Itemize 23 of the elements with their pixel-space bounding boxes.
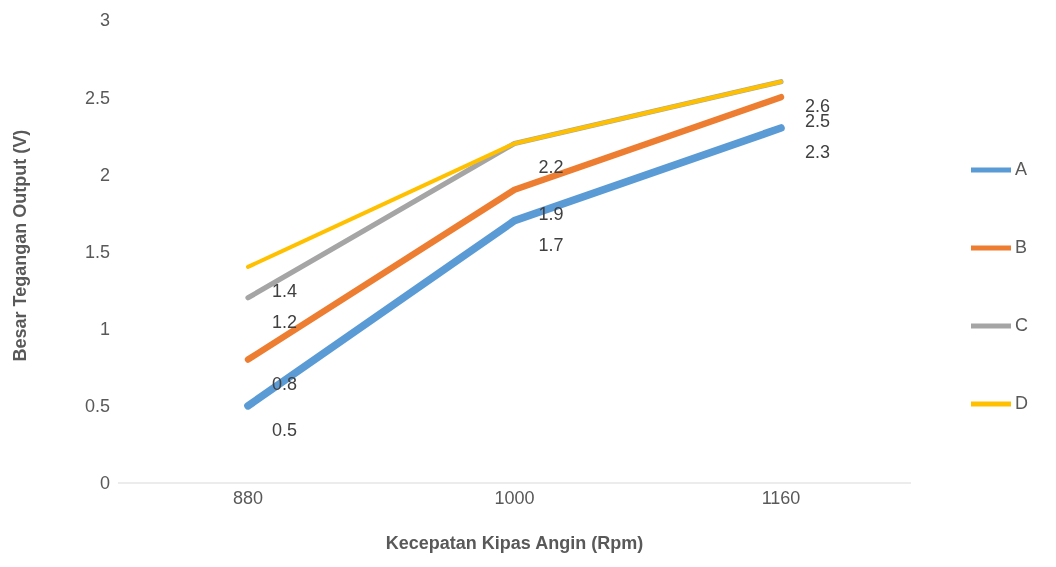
y-tick-label: 1.5 (84, 241, 110, 262)
y-tick-label: 2 (99, 164, 110, 185)
y-axis-title: Besar Tegangan Output (V) (10, 129, 31, 362)
x-tick-label: 1000 (494, 487, 535, 508)
data-label: 0.5 (272, 419, 298, 440)
y-tick-label: 2.5 (84, 87, 110, 108)
x-tick-label: 1160 (761, 487, 801, 508)
y-tick-label: 0.5 (84, 396, 110, 417)
legend-label: B (1015, 236, 1028, 257)
y-tick-label: 3 (99, 10, 110, 31)
legend-label: C (1015, 314, 1028, 335)
legend-label: D (1015, 392, 1028, 413)
data-label: 2.2 (538, 157, 564, 178)
y-tick-label: 0 (99, 473, 110, 494)
y-tick-label: 1 (99, 319, 110, 340)
legend-label: A (1015, 158, 1028, 179)
data-label: 2.3 (805, 142, 831, 163)
data-label: 1.2 (272, 311, 298, 332)
x-axis-title: Kecepatan Kipas Angin (Rpm) (385, 533, 644, 553)
x-tick-label: 880 (232, 487, 264, 508)
data-label: 1.4 (272, 280, 298, 301)
data-label: 2.5 (805, 111, 831, 132)
data-label: 1.7 (538, 234, 564, 255)
